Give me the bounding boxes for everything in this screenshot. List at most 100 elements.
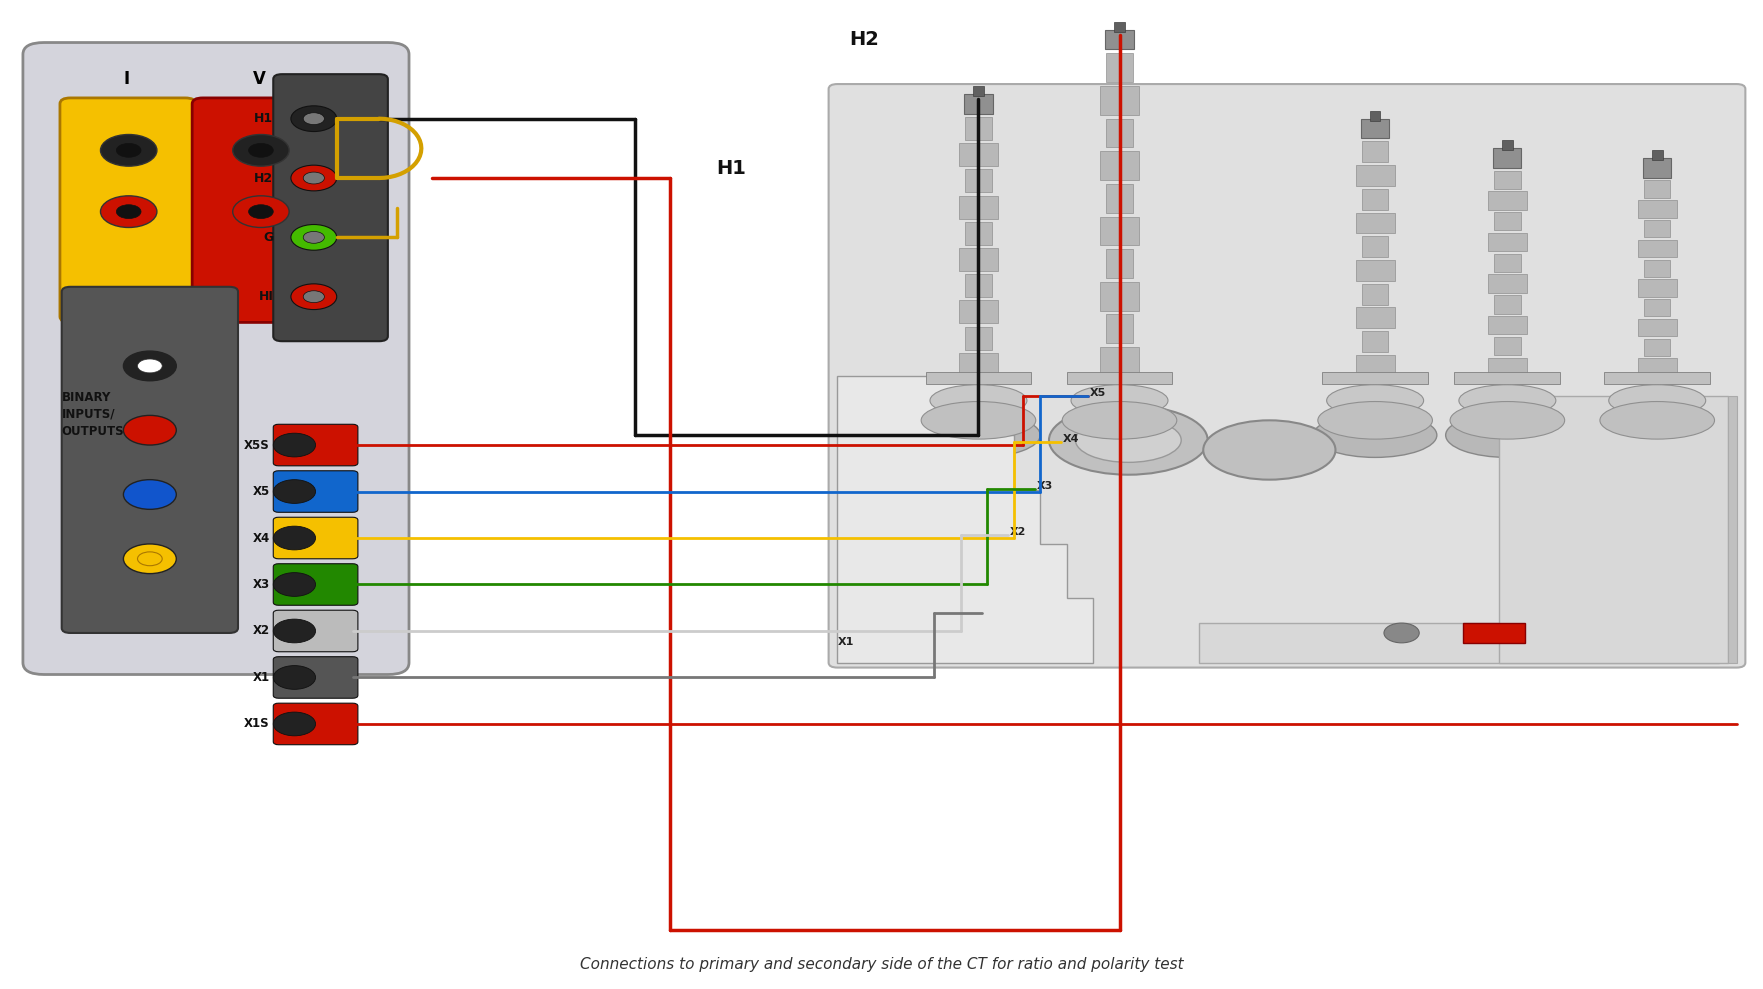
Bar (1502, 140, 1513, 150)
FancyBboxPatch shape (23, 43, 409, 674)
Text: X5: X5 (1090, 388, 1105, 398)
Bar (1363, 331, 1389, 352)
Bar (973, 86, 984, 96)
Ellipse shape (1070, 385, 1167, 416)
Bar (966, 222, 993, 245)
Bar (1604, 372, 1710, 384)
Bar (1105, 30, 1134, 49)
FancyBboxPatch shape (273, 424, 358, 466)
Circle shape (100, 196, 157, 227)
Ellipse shape (1608, 385, 1707, 416)
Bar (1356, 165, 1395, 186)
Bar (1638, 318, 1677, 336)
Text: H1: H1 (254, 112, 273, 126)
Bar (1067, 372, 1172, 384)
Text: X2: X2 (252, 624, 270, 638)
Circle shape (273, 433, 316, 457)
Circle shape (303, 172, 324, 184)
Bar (1728, 396, 1737, 663)
Bar (1488, 275, 1527, 293)
Bar (1356, 355, 1395, 376)
Bar (1356, 213, 1395, 233)
Text: X1: X1 (837, 637, 853, 647)
Ellipse shape (920, 402, 1035, 439)
Ellipse shape (1061, 402, 1176, 439)
Ellipse shape (917, 413, 1040, 457)
Bar (959, 196, 998, 219)
Text: X3: X3 (1037, 481, 1053, 491)
Text: X1: X1 (252, 671, 270, 684)
Circle shape (303, 291, 324, 303)
Text: X1S: X1S (243, 717, 270, 731)
FancyBboxPatch shape (273, 517, 358, 559)
Bar (1363, 284, 1389, 305)
Bar (1643, 338, 1670, 356)
Bar (1100, 347, 1139, 376)
Bar (1643, 220, 1670, 237)
Bar (959, 353, 998, 376)
Circle shape (233, 196, 289, 227)
Circle shape (116, 205, 141, 219)
Text: H2: H2 (254, 171, 273, 185)
Bar (1643, 299, 1670, 316)
Circle shape (123, 415, 176, 445)
Bar (1488, 358, 1527, 376)
Bar (966, 169, 993, 193)
Ellipse shape (1326, 385, 1425, 416)
Text: BINARY
INPUTS/
OUTPUTS: BINARY INPUTS/ OUTPUTS (62, 391, 125, 438)
Text: X4: X4 (252, 531, 270, 545)
Bar (1488, 233, 1527, 251)
Ellipse shape (1313, 413, 1437, 457)
Text: I: I (123, 70, 130, 88)
Bar (1638, 200, 1677, 218)
Circle shape (291, 225, 337, 250)
Ellipse shape (1202, 420, 1336, 480)
Circle shape (273, 619, 316, 643)
Bar (1495, 337, 1520, 355)
Circle shape (1384, 623, 1419, 643)
Circle shape (123, 351, 176, 381)
Bar (1652, 150, 1663, 160)
Ellipse shape (1446, 413, 1569, 457)
Polygon shape (837, 376, 1093, 663)
FancyBboxPatch shape (62, 287, 238, 633)
Circle shape (138, 359, 162, 373)
Circle shape (273, 526, 316, 550)
Text: H1: H1 (718, 158, 746, 178)
Bar (1107, 249, 1134, 278)
Bar (1488, 316, 1527, 334)
Ellipse shape (1449, 402, 1564, 439)
Circle shape (273, 573, 316, 596)
FancyBboxPatch shape (273, 74, 388, 341)
Bar (1356, 260, 1395, 281)
Bar (1107, 315, 1134, 343)
Circle shape (116, 143, 141, 157)
Ellipse shape (1458, 385, 1555, 416)
Bar (1370, 111, 1380, 121)
Bar (1107, 119, 1134, 147)
Bar (1100, 151, 1139, 180)
Circle shape (303, 113, 324, 125)
Circle shape (291, 165, 337, 191)
Circle shape (233, 135, 289, 166)
Ellipse shape (1049, 405, 1208, 475)
Bar (1495, 171, 1520, 189)
Bar (959, 248, 998, 271)
Bar (1114, 22, 1125, 32)
Ellipse shape (1599, 402, 1714, 439)
Bar (1107, 53, 1134, 82)
Ellipse shape (1317, 402, 1432, 439)
Bar (1100, 217, 1139, 245)
Ellipse shape (1058, 413, 1181, 457)
Bar (1100, 86, 1139, 115)
FancyBboxPatch shape (60, 98, 196, 322)
Bar (966, 274, 993, 297)
Bar (1363, 236, 1389, 257)
Ellipse shape (931, 385, 1026, 416)
Bar (959, 143, 998, 166)
Text: X2: X2 (1010, 527, 1026, 537)
Text: X5: X5 (252, 485, 270, 498)
Text: V: V (252, 70, 266, 88)
Ellipse shape (1596, 413, 1719, 457)
Bar (966, 326, 993, 350)
